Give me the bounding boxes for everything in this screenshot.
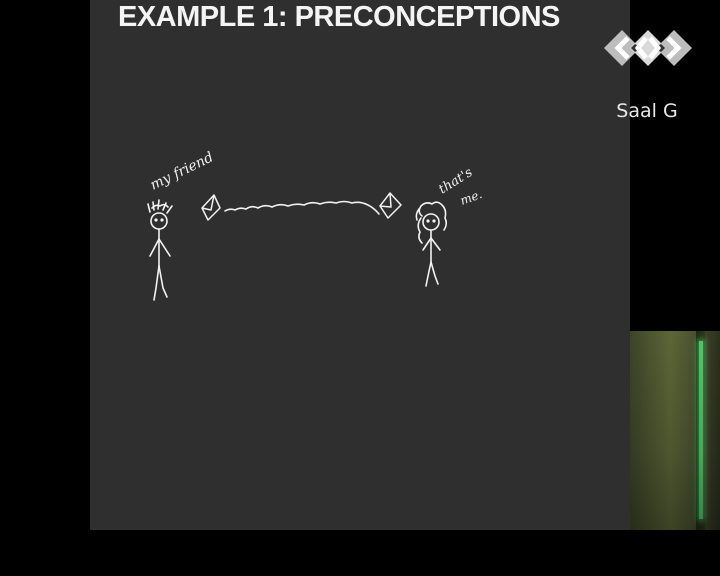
annotation-me: me.: [458, 187, 484, 208]
logo-label: Saal G: [616, 100, 678, 122]
stick-figure-friend: [147, 199, 173, 301]
presentation-slide: EXAMPLE 1: PRECONCEPTIONS: [90, 0, 630, 530]
diamond-brackets-logo-icon: [604, 30, 692, 66]
green-light-strip: [699, 341, 703, 519]
envelope-right-icon: [379, 192, 402, 219]
connection-squiggle: [224, 200, 380, 215]
camera-shading: [630, 331, 720, 530]
stick-figure-me: [415, 201, 448, 287]
whiteboard-drawing: my friend that's me.: [147, 149, 484, 301]
slide-title: EXAMPLE 1: PRECONCEPTIONS: [118, 1, 560, 33]
annotation-my-friend: my friend: [148, 149, 216, 193]
speaker-camera-inset: [630, 331, 720, 530]
envelope-left-icon: [201, 194, 221, 221]
